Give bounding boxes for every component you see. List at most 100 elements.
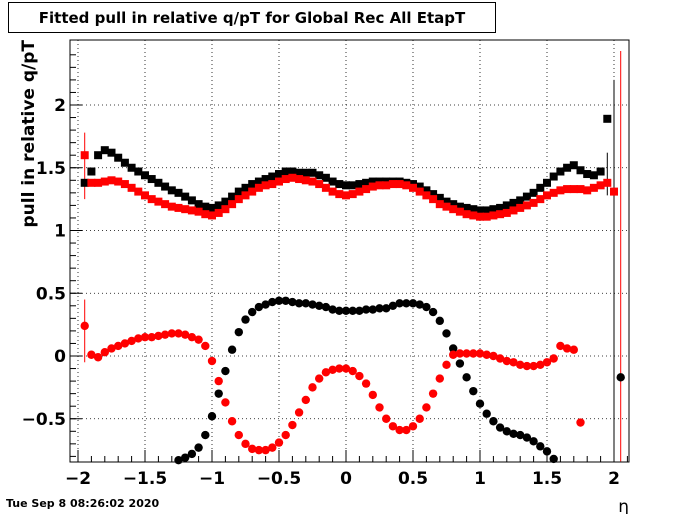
circle-marker xyxy=(341,306,351,316)
circle-marker xyxy=(207,356,217,366)
circle-marker xyxy=(114,341,123,351)
square-marker xyxy=(536,183,545,192)
tick-labels: −2 −1.5 −1 −0.5 0 0.5 1 1.5 2 −0.5 0 0.5 1 1.5 2 xyxy=(22,96,620,489)
circle-marker xyxy=(475,399,485,408)
circle-marker xyxy=(301,395,310,405)
square-marker xyxy=(469,205,478,214)
circle-marker xyxy=(348,306,357,316)
circle-marker xyxy=(227,345,237,354)
circle-marker xyxy=(80,321,89,331)
circle-marker xyxy=(241,439,250,449)
square-marker xyxy=(449,200,458,209)
circle-marker xyxy=(248,307,257,317)
circle-marker xyxy=(261,445,270,455)
square-marker xyxy=(442,202,451,211)
x-tick-label: 0 xyxy=(340,469,352,489)
square-marker xyxy=(107,176,116,185)
square-marker xyxy=(308,177,317,186)
square-marker xyxy=(415,187,424,196)
circle-marker xyxy=(395,299,404,308)
square-marker xyxy=(415,182,424,191)
square-marker xyxy=(174,203,183,212)
square-marker xyxy=(248,187,257,196)
circle-marker xyxy=(442,329,451,338)
circle-marker xyxy=(495,354,505,363)
square-marker xyxy=(422,191,431,200)
circle-marker xyxy=(201,430,210,440)
square-marker xyxy=(161,182,170,191)
circle-marker xyxy=(181,453,190,462)
square-marker xyxy=(342,181,350,190)
circle-marker xyxy=(509,358,518,367)
circle-marker xyxy=(415,414,424,423)
square-marker xyxy=(181,192,190,201)
square-marker xyxy=(87,178,96,187)
circle-marker xyxy=(489,417,498,426)
square-marker xyxy=(154,197,163,206)
square-marker xyxy=(154,178,163,187)
square-marker xyxy=(476,212,484,221)
square-marker xyxy=(221,197,230,206)
circle-marker xyxy=(542,358,552,367)
circle-marker xyxy=(489,351,498,361)
circle-marker xyxy=(201,341,210,351)
square-marker xyxy=(288,173,297,182)
y-tick-label: 2 xyxy=(54,96,66,116)
square-marker xyxy=(610,187,618,196)
circle-marker xyxy=(569,345,578,354)
square-marker xyxy=(120,180,129,189)
circle-marker xyxy=(134,334,143,343)
circle-marker xyxy=(455,349,465,358)
circle-marker xyxy=(294,408,304,417)
square-marker xyxy=(556,186,565,195)
square-marker xyxy=(536,195,545,204)
circle-marker xyxy=(469,386,478,396)
circle-marker xyxy=(509,429,518,439)
circle-marker xyxy=(294,299,304,308)
square-marker xyxy=(261,181,270,190)
square-marker xyxy=(161,200,170,209)
square-marker xyxy=(315,171,324,180)
square-marker xyxy=(342,191,350,200)
circle-marker xyxy=(248,444,257,454)
circle-marker xyxy=(93,353,103,362)
square-marker xyxy=(516,203,525,212)
x-tick-label: 0.5 xyxy=(398,469,428,489)
circle-marker xyxy=(495,423,505,432)
square-marker xyxy=(583,186,592,195)
square-marker xyxy=(80,178,89,187)
circle-marker xyxy=(194,443,203,452)
circle-marker xyxy=(435,316,444,326)
square-marker xyxy=(563,185,572,194)
circle-marker xyxy=(167,329,176,338)
circle-marker xyxy=(549,354,558,363)
square-marker xyxy=(187,196,196,205)
circle-marker xyxy=(375,304,384,313)
square-marker xyxy=(576,166,585,175)
x-tick-label: 2 xyxy=(608,469,620,489)
circle-marker xyxy=(388,422,398,431)
square-marker xyxy=(268,172,277,181)
square-marker xyxy=(194,207,203,216)
square-marker xyxy=(228,200,237,209)
circle-marker xyxy=(529,361,538,371)
square-marker xyxy=(362,178,371,187)
square-marker xyxy=(375,181,384,190)
circle-marker xyxy=(315,301,324,310)
circle-marker xyxy=(187,332,197,342)
circle-marker xyxy=(449,350,458,359)
x-tick-label: −2 xyxy=(65,469,91,489)
circle-marker xyxy=(402,425,411,435)
circle-marker xyxy=(174,329,183,338)
circle-marker xyxy=(502,356,511,366)
circle-marker xyxy=(221,398,230,407)
square-marker xyxy=(141,191,149,200)
circle-marker xyxy=(160,330,170,339)
y-axis-label: pull in relative q/pT xyxy=(19,40,39,228)
square-marker xyxy=(603,178,612,187)
circle-marker xyxy=(335,306,344,316)
square-marker xyxy=(328,187,337,196)
square-marker xyxy=(275,170,283,179)
square-marker xyxy=(596,167,605,176)
square-marker xyxy=(482,212,491,221)
